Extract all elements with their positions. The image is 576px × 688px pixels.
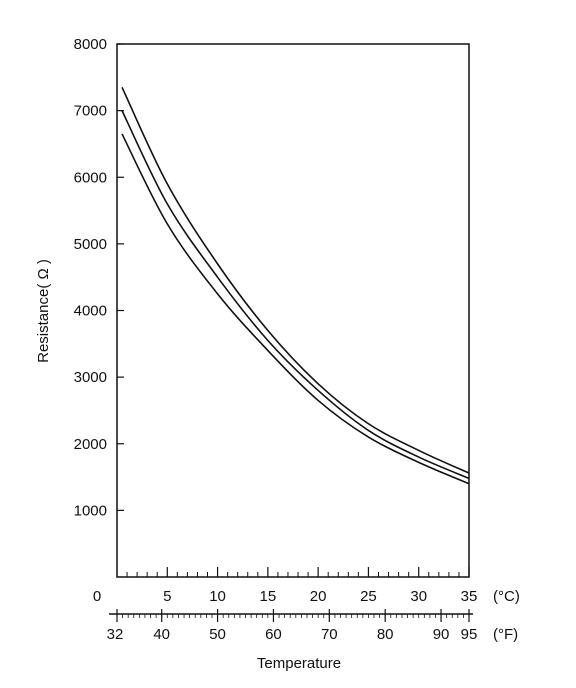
fahrenheit-tick-label: 50 xyxy=(209,626,226,643)
y-tick-label: 3000 xyxy=(74,369,107,386)
series-group xyxy=(121,86,470,485)
celsius-tick-label: 30 xyxy=(410,588,427,605)
celsius-tick-label: 35 xyxy=(461,588,478,605)
y-axis-ticks: 1000 2000 3000 4000 5000 6000 7000 8000 xyxy=(74,36,124,519)
fahrenheit-tick-label: 70 xyxy=(321,626,338,643)
y-tick-label: 4000 xyxy=(74,303,107,320)
celsius-axis-ticks: 5 10 15 20 25 30 35 xyxy=(126,567,478,605)
series-line-2 xyxy=(121,110,470,480)
y-tick-label: 7000 xyxy=(74,103,107,120)
celsius-unit-label: (°C) xyxy=(493,588,520,605)
celsius-tick-label: 15 xyxy=(260,588,277,605)
fahrenheit-tick-label: 90 xyxy=(433,626,450,643)
x-axis-title: Temperature xyxy=(257,655,341,672)
y-tick-label: 6000 xyxy=(74,169,107,186)
plot-frame xyxy=(116,43,470,578)
celsius-tick-label: 5 xyxy=(163,588,171,605)
celsius-tick-label: 20 xyxy=(310,588,327,605)
y-axis-title: Resistance( Ω ) xyxy=(35,259,52,363)
y-tick-label: 8000 xyxy=(74,36,107,53)
origin-label: 0 xyxy=(93,588,101,605)
fahrenheit-tick-label: 80 xyxy=(377,626,394,643)
fahrenheit-tick-label: 60 xyxy=(265,626,282,643)
series-line-1 xyxy=(121,86,470,474)
fahrenheit-tick-label: 32 xyxy=(107,626,124,643)
fahrenheit-unit-label: (°F) xyxy=(493,626,518,643)
celsius-tick-label: 10 xyxy=(209,588,226,605)
series-line-3 xyxy=(121,133,470,485)
y-tick-label: 2000 xyxy=(74,436,107,453)
fahrenheit-axis: 32 40 50 60 70 80 90 95 xyxy=(107,609,478,643)
y-tick-label: 5000 xyxy=(74,236,107,253)
celsius-tick-label: 25 xyxy=(360,588,377,605)
fahrenheit-tick-label: 95 xyxy=(461,626,478,643)
fahrenheit-tick-label: 40 xyxy=(153,626,170,643)
y-tick-label: 1000 xyxy=(74,502,107,519)
